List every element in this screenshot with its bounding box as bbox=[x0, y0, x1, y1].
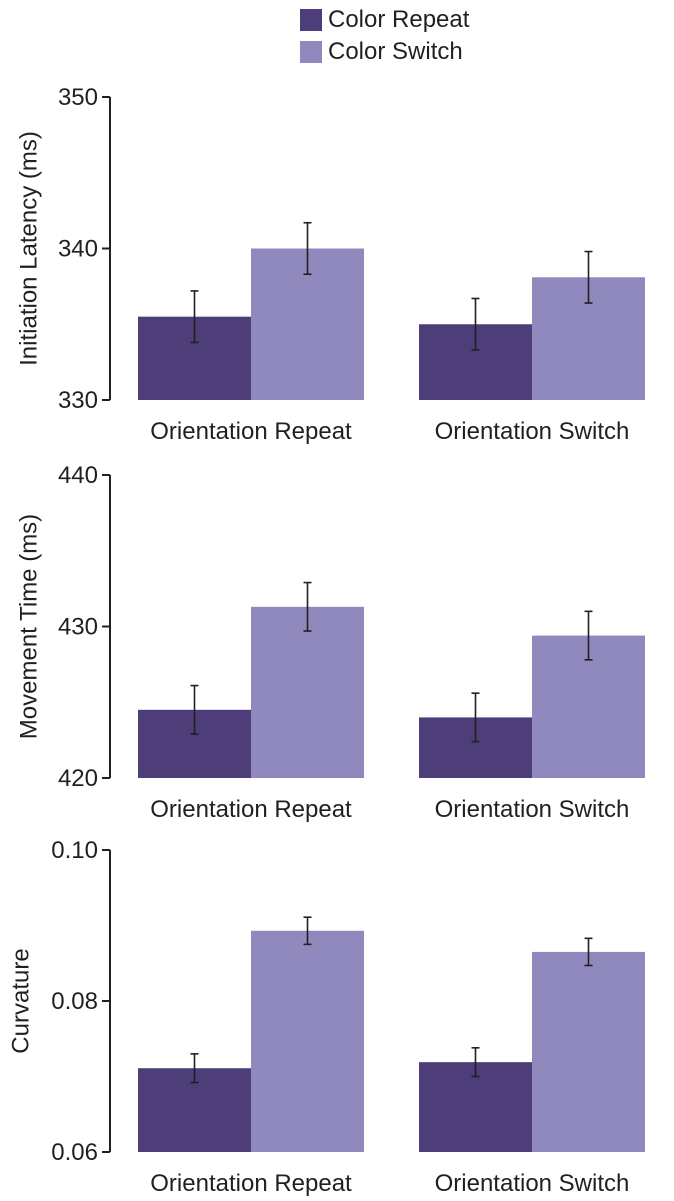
error-bar-3-2-2 bbox=[584, 937, 593, 967]
bar-3-2-2 bbox=[532, 951, 645, 1152]
y-tick-label-2-1: 420 bbox=[58, 765, 98, 792]
x-tick-label-2-1: Orientation Repeat bbox=[150, 796, 352, 823]
y-tick-label-1-2: 340 bbox=[58, 236, 98, 263]
x-tick-label-1-1: Orientation Repeat bbox=[150, 418, 352, 445]
legend-swatch-color-switch bbox=[300, 41, 322, 63]
error-bar-1-1-2 bbox=[471, 297, 480, 351]
error-bar-3-1-1 bbox=[190, 1053, 199, 1084]
legend-item-color-switch: Color Switch bbox=[300, 36, 520, 68]
error-bar-2-2-2 bbox=[584, 610, 593, 661]
x-tick-label-1-2: Orientation Switch bbox=[435, 418, 630, 445]
error-bar-1-2-2 bbox=[584, 250, 593, 304]
legend-swatch-color-repeat bbox=[300, 9, 322, 31]
y-tick-label-3-3: 0.10 bbox=[51, 837, 98, 864]
legend-item-color-repeat: Color Repeat bbox=[300, 4, 520, 36]
y-axis-title-2: Movement Time (ms) bbox=[15, 514, 42, 739]
error-bar-2-1-1 bbox=[190, 684, 199, 735]
legend-label-color-repeat: Color Repeat bbox=[328, 6, 470, 33]
error-bar-1-2-1 bbox=[303, 221, 312, 276]
legend-label-color-switch: Color Switch bbox=[328, 38, 463, 65]
y-tick-label-2-2: 430 bbox=[58, 614, 98, 641]
y-axis-title-1: Initiation Latency (ms) bbox=[15, 131, 42, 366]
y-tick-label-2-3: 440 bbox=[58, 462, 98, 489]
y-tick-label-3-2: 0.08 bbox=[51, 988, 98, 1015]
y-tick-label-1-3: 350 bbox=[58, 84, 98, 111]
y-tick-label-1-1: 330 bbox=[58, 387, 98, 414]
y-axis-title-3: Curvature bbox=[7, 948, 34, 1053]
error-bar-2-1-2 bbox=[471, 692, 480, 743]
legend: Color Repeat Color Switch bbox=[300, 4, 520, 68]
chart-panel-1: 330 340 350 Orientation Repeat Orientation S… bbox=[15, 84, 645, 445]
x-tick-label-3-2: Orientation Switch bbox=[435, 1170, 630, 1196]
error-bar-3-2-1 bbox=[303, 916, 312, 946]
chart-panel-2: 420 430 440 Orientation Repeat Orientation S… bbox=[15, 462, 645, 823]
x-tick-label-2-2: Orientation Switch bbox=[435, 796, 630, 823]
error-bar-3-1-2 bbox=[471, 1047, 480, 1078]
error-bar-2-2-1 bbox=[303, 581, 312, 632]
y-tick-label-3-1: 0.06 bbox=[51, 1139, 98, 1166]
chart-panel-3: 0.06 0.08 0.10 Orientation Repeat Orientatio… bbox=[7, 837, 645, 1197]
x-tick-label-3-1: Orientation Repeat bbox=[150, 1170, 352, 1196]
error-bar-1-1-1 bbox=[190, 290, 199, 344]
bar-3-2-1 bbox=[251, 930, 364, 1152]
bar-2-2-1 bbox=[251, 606, 364, 778]
